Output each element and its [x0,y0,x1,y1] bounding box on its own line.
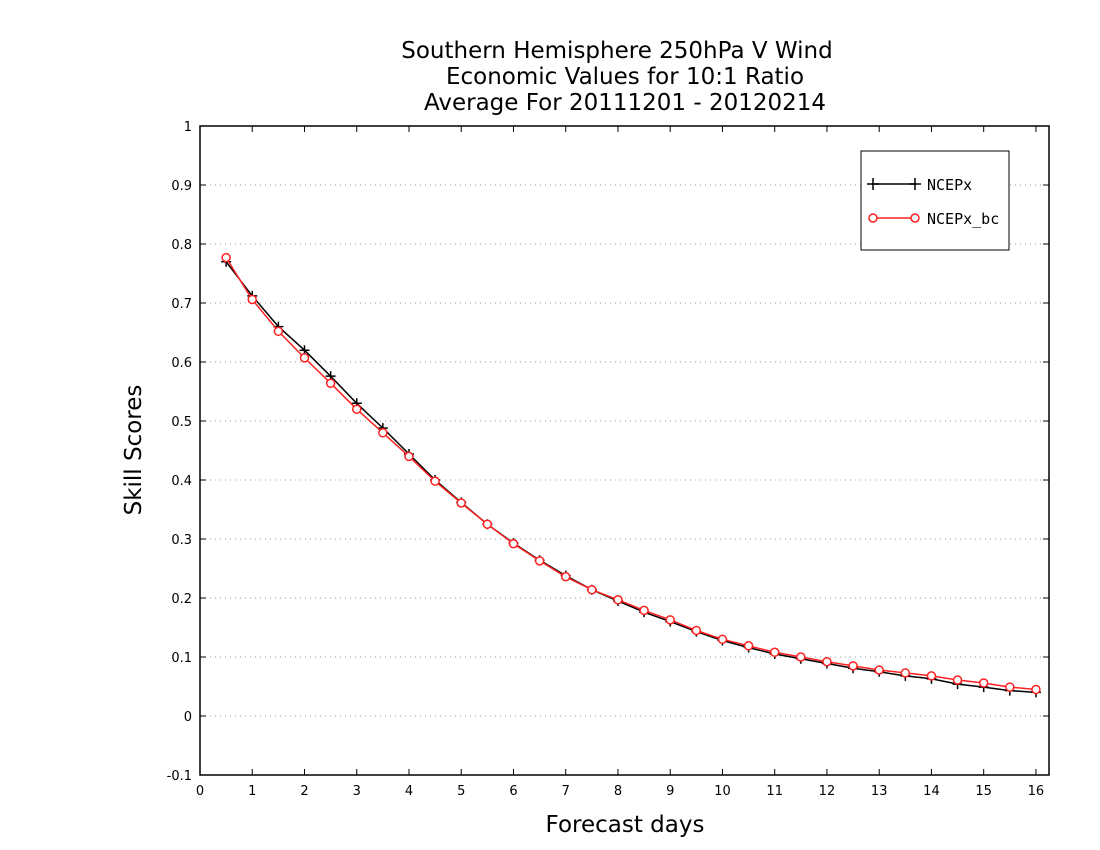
data-point-ncepx-bc [299,353,310,363]
title-line-3: Average For 20111201 - 20120214 [424,90,826,116]
legend-marker-ncepx [867,178,921,190]
data-point-ncepx-bc [822,656,832,667]
y-tick-label: 0.2 [171,592,192,607]
plot-area-frame [199,125,1050,776]
y-tick-label: 0.8 [171,238,192,253]
y-tick-label: 0.3 [171,533,192,548]
x-tick-label: 13 [871,784,888,799]
x-tick-label: 15 [975,784,992,799]
y-tick-label: 0.5 [171,415,192,430]
data-point-ncepx-bc [691,625,702,636]
data-point-ncepx-bc [508,538,519,549]
x-tick-label: 8 [614,784,622,799]
y-tick-label: -0.1 [167,769,192,784]
data-point-ncepx-bc [560,572,571,582]
data-point-ncepx-bc [247,294,257,305]
x-tick-label: 4 [405,784,413,799]
data-point-ncepx-bc [613,595,623,605]
data-point-ncepx-bc [482,519,493,529]
y-tick-label: 1 [184,120,192,135]
legend-label-ncepx-bc: NCEPx_bc [927,210,999,228]
data-point-ncepx-bc [796,652,806,662]
legend-box [860,150,1010,251]
y-tick-label: 0 [184,710,192,725]
y-tick-label: 0.9 [171,179,192,194]
x-tick-label: 3 [353,784,361,799]
x-axis-label: Forecast days [546,812,705,838]
y-tick-label: 0.6 [171,356,192,371]
title-line-1: Southern Hemisphere 250hPa V Wind [401,38,832,64]
data-point-ncepx-bc [273,326,284,337]
chart-title: Southern Hemisphere 250hPa V Wind Econom… [401,38,832,116]
x-tick-label: 0 [196,784,204,799]
data-point-ncepx-bc [665,615,675,625]
x-tick-label: 11 [766,784,783,799]
data-point-ncepx-bc [587,584,597,595]
series-line-ncepx-bc [225,257,1036,691]
x-tick-label: 10 [714,784,731,799]
data-point-ncepx-bc [221,252,231,263]
axis-ticks: -0.100.10.20.30.40.50.60.70.80.910 1 2 3 4 5 6… [167,120,1049,799]
x-tick-label: 7 [562,784,570,799]
x-tick-label: 16 [1028,784,1045,799]
y-tick-label: 0.4 [171,474,192,489]
x-tick-label: 6 [509,784,517,799]
x-tick-label: 2 [300,784,308,799]
data-point-ncepx-bc [769,647,780,658]
data-point-ncepx-bc [639,605,649,616]
data-point-ncepx-bc [378,428,388,438]
legend-marker-ncepx-bc-right [910,213,920,223]
series-line-ncepx [225,261,1036,694]
data-point-ncepx-bc [978,678,989,688]
legend-marker-ncepx-bc-left [868,213,878,223]
x-tick-label: 9 [666,784,674,799]
data-point-ncepx-bc [456,498,466,508]
data-point-ncepx-bc [404,451,414,462]
data-point-ncepx-bc [874,665,884,675]
data-point-ncepx-bc [1031,684,1041,695]
data-point-ncepx-bc [926,671,937,681]
data-point-ncepx-bc [1005,682,1015,692]
x-tick-label: 12 [819,784,836,799]
grid [200,184,1049,717]
data-point-ncepx-bc [351,404,362,414]
x-tick-label: 1 [248,784,256,799]
x-tick-label: 5 [457,784,465,799]
series-group [221,252,1041,698]
data-point-ncepx-bc [900,668,911,678]
data-point-ncepx-bc [534,556,545,566]
x-tick-label: 14 [923,784,940,799]
data-point-ncepx-bc [848,661,858,671]
data-point-ncepx-bc [743,641,754,651]
data-point-ncepx-bc [717,634,728,645]
y-axis-label: Skill Scores [121,385,147,516]
legend-label-ncepx: NCEPx [927,176,972,194]
title-line-2: Economic Values for 10:1 Ratio [446,64,804,90]
legend: NCEPx NCEPx_bc [860,150,1010,251]
y-tick-label: 0.7 [171,297,192,312]
data-point-ncepx-bc [952,675,963,685]
data-point-ncepx-bc [430,476,440,486]
y-tick-label: 0.1 [171,651,192,666]
data-point-ncepx-bc [325,378,336,388]
